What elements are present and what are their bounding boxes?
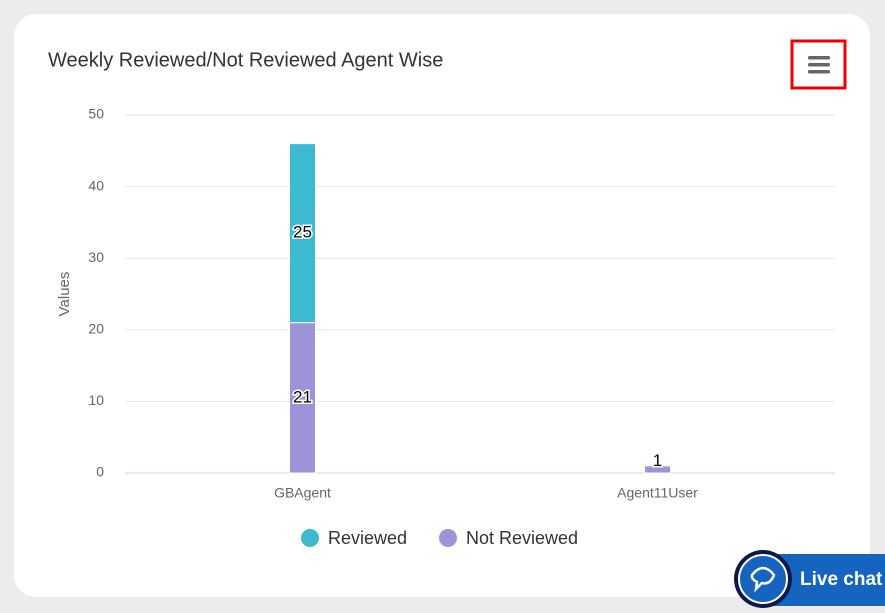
legend-marker xyxy=(301,529,319,547)
menu-bar xyxy=(808,56,830,60)
y-axis-label: Values xyxy=(56,272,73,317)
legend-label: Not Reviewed xyxy=(466,528,578,548)
bar-segment xyxy=(289,322,316,474)
live-chat-icon xyxy=(738,554,788,604)
menu-highlight xyxy=(790,39,847,90)
chart-title: Weekly Reviewed/Not Reviewed Agent Wise xyxy=(48,49,443,71)
legend-label: Reviewed xyxy=(328,528,407,548)
bar-segment xyxy=(644,465,671,474)
bar-segment xyxy=(289,143,316,324)
card xyxy=(14,14,870,597)
legend-marker xyxy=(439,529,457,547)
data-label: 21 xyxy=(293,387,312,406)
menu-bar xyxy=(808,70,830,74)
live-chat-label[interactable]: Live chat xyxy=(800,569,883,590)
y-tick-label: 20 xyxy=(88,321,104,337)
y-tick-label: 10 xyxy=(88,392,104,408)
y-tick-label: 0 xyxy=(96,464,104,480)
menu-button[interactable] xyxy=(790,39,847,90)
x-tick-label: GBAgent xyxy=(274,485,331,501)
y-tick-label: 50 xyxy=(88,106,104,122)
y-tick-label: 30 xyxy=(88,249,104,265)
y-tick-label: 40 xyxy=(88,177,104,193)
data-label: 25 xyxy=(293,223,312,242)
menu-bar xyxy=(808,63,830,67)
data-label: 1 xyxy=(653,451,662,470)
chat-bubble xyxy=(750,566,776,593)
x-tick-label: Agent11User xyxy=(617,485,698,501)
live-chat[interactable]: Live chat xyxy=(734,550,885,608)
